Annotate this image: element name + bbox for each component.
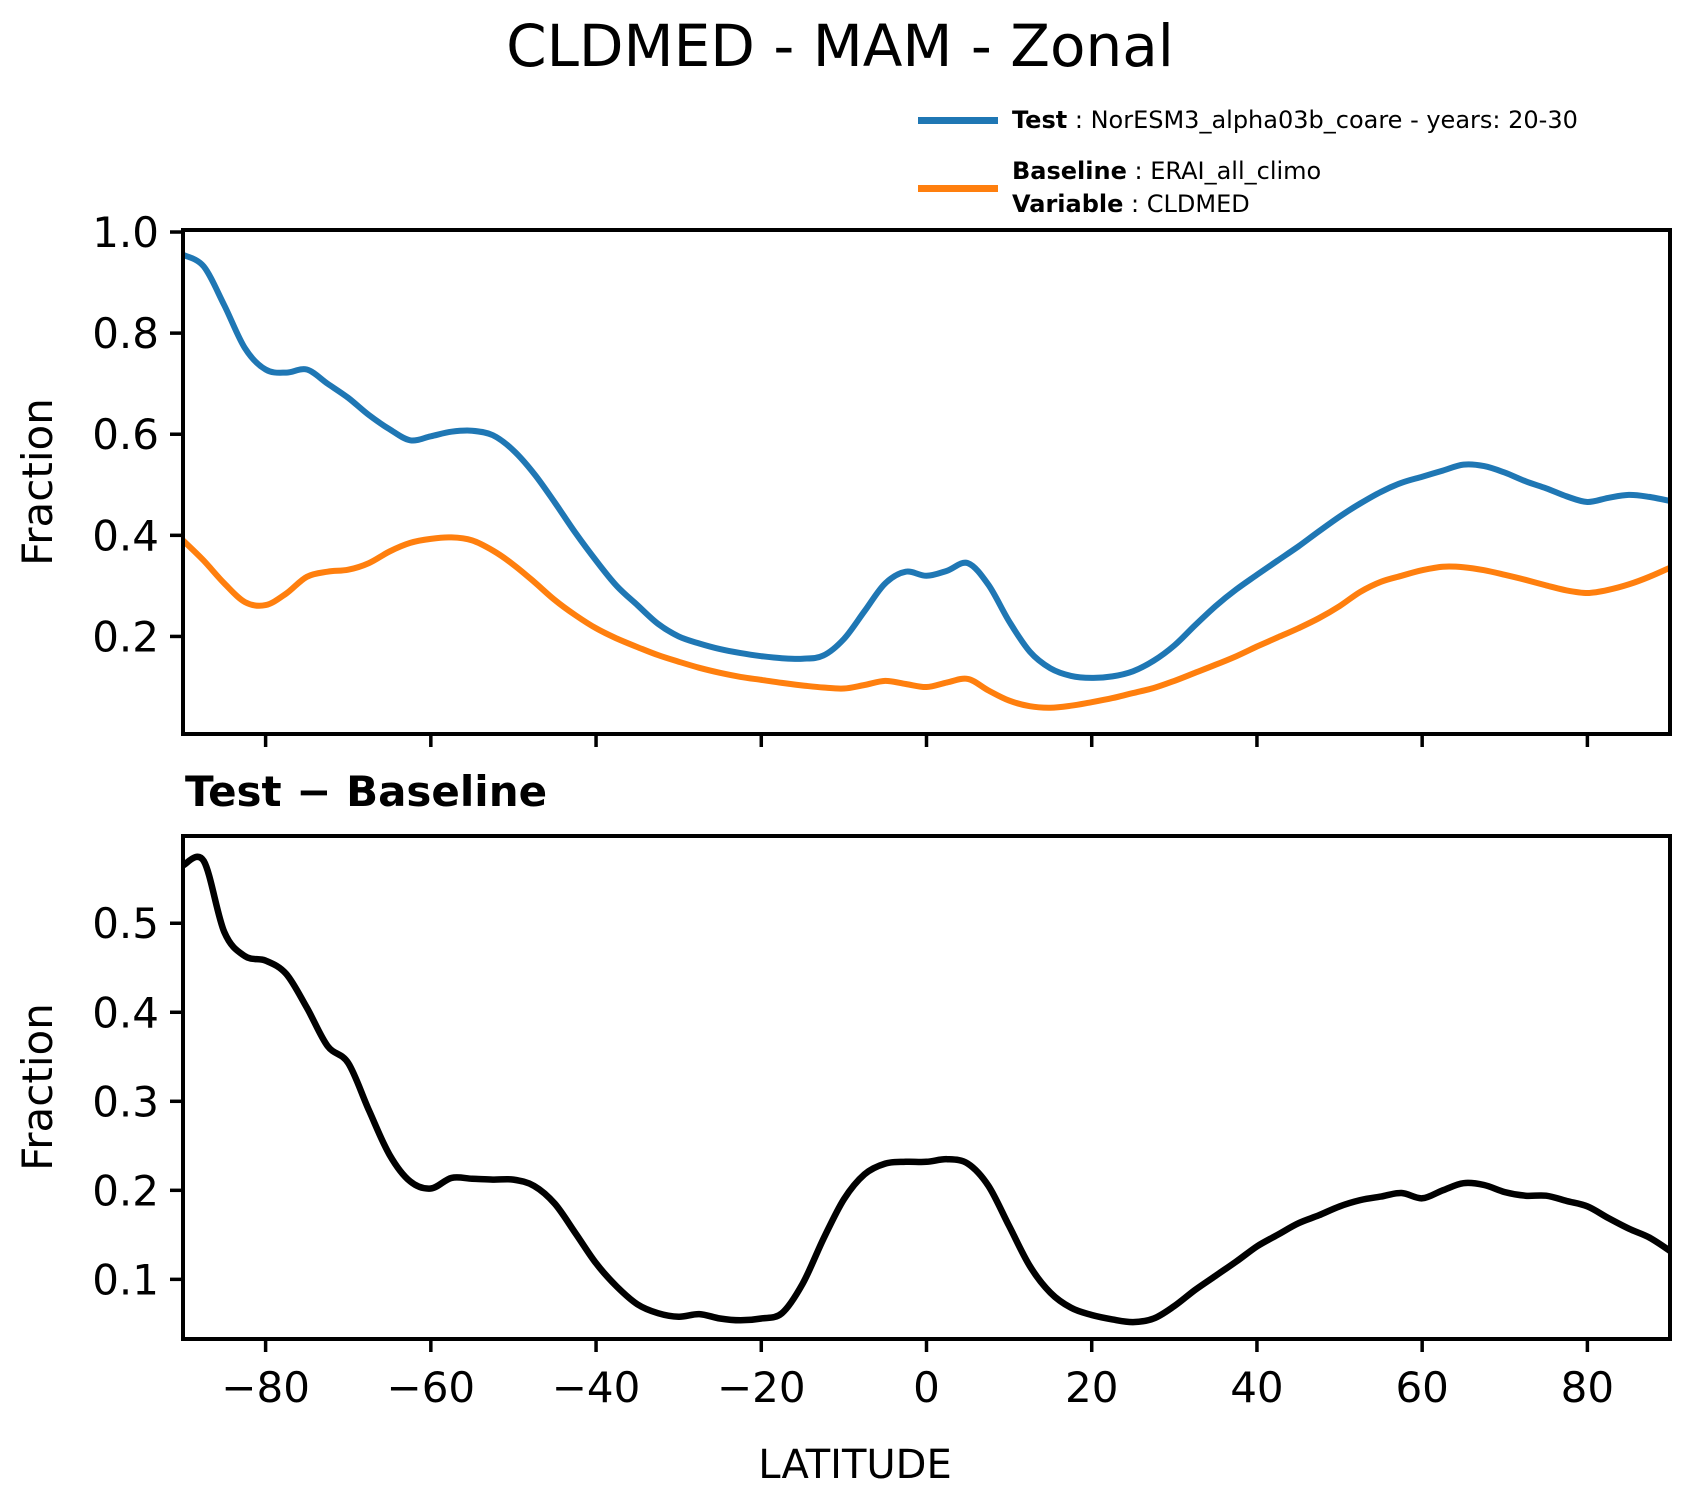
y-tick-label: 0.6 [92, 410, 159, 459]
y-tick-label: 1.0 [92, 208, 159, 257]
y-tick-label: 0.3 [92, 1077, 159, 1126]
top-panel: 0.2 0.4 0.6 0.8 1.0 [92, 208, 1672, 747]
x-tick-label: 0 [913, 1363, 940, 1412]
legend-baseline-value: : ERAI_all_climo [1126, 157, 1322, 185]
legend-variable-label: Variable [1012, 190, 1124, 218]
bottom-panel: −80 −60 −40 −20 0 20 40 60 80 0.1 0.2 0.3 0.4 0.5 [92, 834, 1672, 1412]
y-tick-label: 0.2 [92, 612, 159, 661]
baseline-line-swatch [918, 184, 998, 192]
baseline-line [183, 534, 1670, 711]
figure-title: CLDMED - MAM - Zonal [506, 12, 1174, 80]
x-tick-label: 20 [1065, 1363, 1118, 1412]
legend-entry-test: Test : NorESM3_alpha03b_coare - years: 2… [918, 104, 1578, 137]
test-line-swatch [918, 117, 998, 124]
legend-variable-value: : CLDMED [1123, 190, 1250, 218]
bottom-panel-title: Test − Baseline [185, 767, 547, 816]
legend-entry-baseline: Baseline : ERAI_all_climo Variable : CLD… [918, 155, 1578, 221]
x-tick-label: 80 [1561, 1363, 1614, 1412]
x-tick-label: −80 [221, 1363, 310, 1412]
legend-test-label: Test [1012, 106, 1068, 134]
bottom-y-axis-label: Fraction [13, 1003, 62, 1171]
legend-baseline-label: Baseline [1012, 157, 1127, 185]
x-tick-label: 60 [1395, 1363, 1448, 1412]
legend-test-value: : NorESM3_alpha03b_coare - years: 20-30 [1067, 106, 1578, 134]
x-tick-label: −60 [387, 1363, 476, 1412]
top-y-axis-label: Fraction [13, 398, 62, 566]
diff-line [183, 853, 1670, 1326]
x-axis-label: LATITUDE [758, 1442, 951, 1488]
test-line [183, 252, 1670, 681]
plot-border [181, 834, 1672, 1341]
x-tick-label: 40 [1230, 1363, 1283, 1412]
y-tick-label: 0.5 [92, 899, 159, 948]
y-tick-label: 0.1 [92, 1255, 159, 1304]
x-tick-label: −40 [552, 1363, 641, 1412]
legend-test-text: Test : NorESM3_alpha03b_coare - years: 2… [1012, 104, 1578, 137]
y-tick-label: 0.8 [92, 309, 159, 358]
plot-border [181, 228, 1672, 736]
legend-baseline-text: Baseline : ERAI_all_climo Variable : CLD… [1012, 155, 1321, 221]
y-tick-label: 0.2 [92, 1166, 159, 1215]
y-tick-label: 0.4 [92, 511, 159, 560]
y-tick-label: 0.4 [92, 988, 159, 1037]
x-tick-label: −20 [717, 1363, 806, 1412]
legend: Test : NorESM3_alpha03b_coare - years: 2… [918, 104, 1578, 239]
